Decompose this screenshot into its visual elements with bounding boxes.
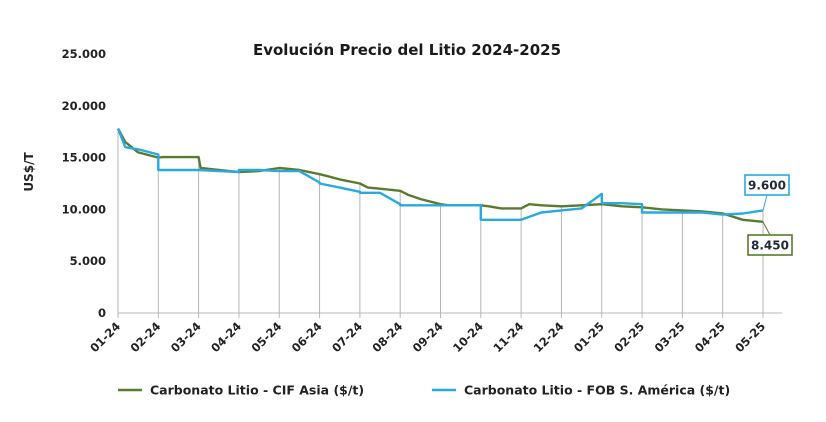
y-axis-ticks: 0 5.000 10.000 15.000 20.000 25.000 bbox=[62, 47, 106, 320]
x-tick-label: 04-25 bbox=[692, 319, 728, 355]
y-axis-label: US$/T bbox=[22, 152, 36, 192]
x-tick-label: 01-24 bbox=[87, 319, 123, 355]
x-tick-label: 05-24 bbox=[248, 319, 284, 355]
y-tick-label: 10.000 bbox=[62, 202, 106, 216]
series-line-0 bbox=[116, 128, 764, 223]
x-tick-label: 02-25 bbox=[611, 319, 647, 355]
callout-leader bbox=[762, 221, 771, 236]
y-tick-label: 15.000 bbox=[62, 151, 106, 165]
chart-title: Evolución Precio del Litio 2024-2025 bbox=[253, 41, 561, 59]
x-tick-label: 01-25 bbox=[571, 319, 607, 355]
series-line-1 bbox=[116, 128, 764, 222]
x-tick-label: 08-24 bbox=[369, 319, 405, 355]
legend: Carbonato Litio - CIF Asia ($/t) Carbonat… bbox=[118, 383, 730, 398]
x-tick-label: 03-25 bbox=[652, 319, 688, 355]
x-tick-label: 06-24 bbox=[289, 319, 325, 355]
callout-value: 8.450 bbox=[751, 239, 789, 253]
callout-leader bbox=[762, 194, 768, 211]
x-tick-label: 02-24 bbox=[128, 319, 164, 355]
x-tick-label: 09-24 bbox=[410, 319, 446, 355]
drop-lines bbox=[117, 128, 764, 313]
y-tick-label: 25.000 bbox=[62, 47, 106, 61]
x-tick-label: 07-24 bbox=[329, 319, 365, 355]
callouts: 9.600 8.450 bbox=[744, 174, 793, 256]
x-tick-label: 11-24 bbox=[490, 319, 526, 355]
callout-value: 9.600 bbox=[748, 179, 786, 193]
y-tick-label: 20.000 bbox=[62, 99, 106, 113]
callout-box bbox=[744, 174, 790, 196]
series-lines bbox=[116, 128, 764, 223]
x-axis-ticks: 01-24 02-24 03-24 04-24 05-24 06-24 07-24 08-24… bbox=[87, 313, 768, 355]
callout-box bbox=[747, 234, 793, 256]
legend-label: Carbonato Litio - CIF Asia ($/t) bbox=[150, 383, 364, 398]
legend-label: Carbonato Litio - FOB S. América ($/t) bbox=[464, 383, 730, 398]
x-tick-label: 04-24 bbox=[208, 319, 244, 355]
y-tick-label: 5.000 bbox=[70, 254, 106, 268]
x-tick-label: 05-25 bbox=[732, 319, 768, 355]
x-tick-label: 03-24 bbox=[168, 319, 204, 355]
x-tick-label: 10-24 bbox=[450, 319, 486, 355]
y-tick-label: 0 bbox=[98, 306, 106, 320]
x-tick-label: 12-24 bbox=[531, 319, 567, 355]
